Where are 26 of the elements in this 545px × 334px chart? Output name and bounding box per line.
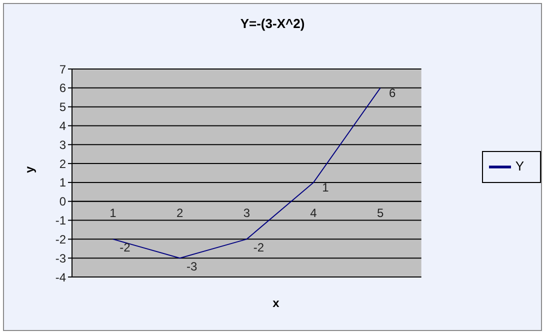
- y-tick-label: 6: [59, 81, 66, 96]
- legend-label: Y: [515, 158, 524, 174]
- x-tick-label: 2: [176, 206, 184, 220]
- x-tick-label: 5: [376, 206, 384, 220]
- x-tick-label: 4: [310, 206, 318, 220]
- x-tick-label: 3: [243, 206, 250, 220]
- y-tick-label: 2: [59, 156, 66, 171]
- data-label: -3: [186, 259, 198, 274]
- y-tick-label: 1: [59, 176, 66, 190]
- y-tick-label: -2: [55, 232, 66, 246]
- chart-title: Y=-(3-X^2): [239, 16, 306, 31]
- y-tick-label: 4: [59, 118, 66, 133]
- y-tick-label: -1: [55, 214, 66, 228]
- data-label: 6: [388, 86, 396, 100]
- y-tick-label: -4: [55, 270, 66, 284]
- y-axis-title: y: [22, 166, 36, 173]
- y-tick-label: -3: [55, 251, 66, 266]
- x-tick-label: 1: [110, 206, 117, 220]
- y-tick-label: 0: [59, 194, 66, 209]
- x-axis-title: x: [272, 296, 280, 310]
- data-label: -2: [253, 240, 264, 254]
- y-tick-label: 5: [59, 100, 66, 114]
- data-label: -2: [120, 240, 131, 254]
- y-tick-label: 7: [59, 62, 66, 76]
- y-tick-label: 3: [59, 138, 66, 152]
- data-label: 1: [322, 180, 330, 195]
